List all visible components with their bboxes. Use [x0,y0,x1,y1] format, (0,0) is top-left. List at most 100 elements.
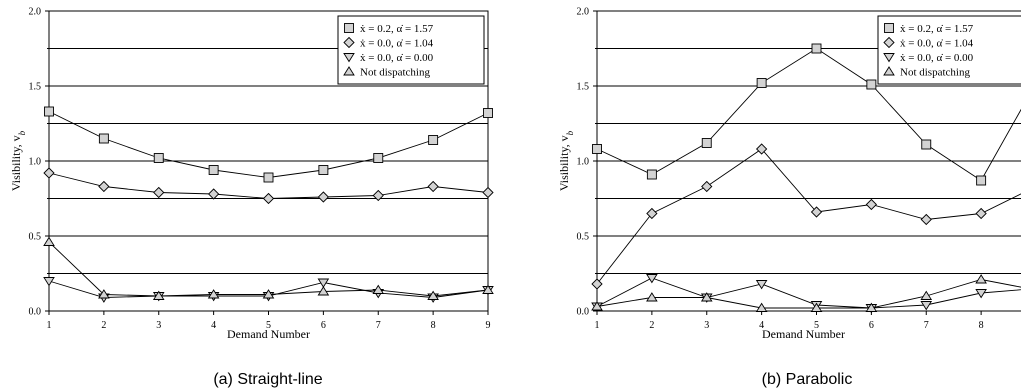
panel-caption: (b) Parabolic [762,371,853,388]
series-square [44,106,493,183]
data-point [427,290,439,300]
data-point [262,289,275,299]
series-triangle-up [591,274,1021,312]
x-tick-label: 2 [101,320,106,331]
series-line [48,241,489,297]
x-tick-label: 8 [979,320,984,331]
series-line [48,111,489,178]
y-axis-label-main: Visibility, v [557,135,571,191]
x-tick-label: 2 [649,320,654,331]
data-point [646,274,658,284]
data-point [372,284,385,294]
data-point [920,301,933,311]
series-diamond [591,143,1021,290]
data-point [43,167,55,179]
data-point [865,198,878,211]
y-tick-label: 1.5 [29,82,42,93]
data-point [98,180,110,193]
x-tick-label: 4 [759,320,764,331]
data-point [756,78,767,88]
data-point [483,108,493,118]
legend-marker [883,36,895,49]
data-point [152,290,165,300]
data-point [373,153,384,163]
legend-box [877,15,1021,85]
data-point [810,302,823,312]
data-point [153,153,164,163]
data-point [755,302,768,312]
data-point [153,186,165,199]
y-tick-label: 1.5 [577,82,590,93]
x-axis-label: Demand Number [762,327,845,341]
data-point [646,169,657,180]
legend-label: Not dispatching [360,67,430,79]
data-point [318,165,329,175]
data-point [975,274,987,284]
x-tick-label: 5 [814,320,819,331]
data-point [317,278,330,288]
x-tick-label: 3 [704,320,709,331]
data-point [701,138,712,148]
x-tick-label: 3 [156,320,161,331]
data-point [372,189,384,202]
data-point [482,186,494,199]
y-tick-label: 0.5 [577,232,590,243]
data-point [810,206,823,218]
legend-label: ẋ = 0.2, α̇ = 1.57 [360,23,434,35]
x-tick-label: 8 [431,320,436,331]
data-point [646,207,658,220]
series-line [596,279,1021,309]
data-point [755,280,768,290]
legend-label: Not dispatching [900,67,970,79]
x-tick-label: 9 [486,320,491,331]
data-point [591,278,603,290]
y-tick-label: 1.0 [577,157,590,168]
data-point [976,175,987,186]
data-point [975,207,987,220]
y-tick-label: 0.5 [29,232,42,243]
legend-marker [883,66,895,76]
data-point [43,277,55,287]
y-axis-label-main: Visibility, v [9,135,23,191]
legend: ẋ = 0.2, α̇ = 1.57 ẋ = 0.0, α̇ = 1.04 ẋ = … [877,15,1021,85]
data-point [98,133,109,144]
data-point [207,188,220,200]
data-point [207,289,220,299]
data-point [317,286,330,296]
data-point [592,144,602,154]
data-point [866,79,877,90]
data-point [920,213,932,226]
data-point [208,165,219,175]
data-point [317,191,330,203]
y-axis-label-subscript: b [565,130,575,135]
data-point [920,290,933,300]
data-point [43,236,55,246]
legend-label: ẋ = 0.0, α̇ = 0.00 [900,52,974,64]
legend-marker [883,53,895,63]
legend-marker [884,23,894,33]
series-square [592,43,1021,186]
y-axis-label: Visibility, vb [557,130,575,191]
legend-marker [343,53,355,63]
legend-marker [343,66,355,76]
legend-marker [343,36,355,49]
panel-caption: (a) Straight-line [213,371,322,388]
data-point [646,292,658,302]
data-point [263,172,274,183]
x-tick-label: 5 [266,320,271,331]
y-tick-label: 2.0 [29,7,42,18]
series-triangle-up [43,236,494,300]
x-axis-label: Demand Number [227,327,310,341]
legend-label: ẋ = 0.0, α̇ = 0.00 [360,52,434,64]
x-tick-label: 7 [924,320,929,331]
y-axis-label: Visibility, vb [9,130,27,191]
data-point [700,292,713,302]
data-point [865,302,878,312]
series-triangle-down [591,274,1021,314]
data-point [44,106,54,117]
y-tick-label: 0.0 [29,307,42,318]
x-tick-label: 1 [47,320,52,331]
x-tick-label: 6 [321,320,326,331]
